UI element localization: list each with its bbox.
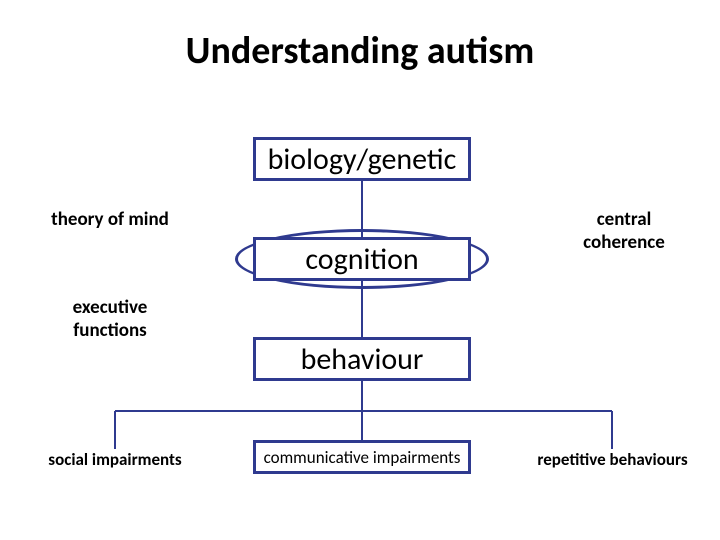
theory-of-mind-label: theory of mind — [30, 208, 190, 231]
behaviour-box-label: behaviour — [301, 341, 424, 378]
communicative-box: communicative impairments — [253, 440, 471, 474]
central-coherence-label: centralcoherence — [544, 208, 704, 254]
repetitive-behaviours-label: repetitive behaviours — [520, 449, 705, 470]
cognition-box-label: cognition — [305, 241, 418, 278]
biology-box-label: biology/genetic — [268, 141, 457, 178]
cognition-box: cognition — [253, 237, 471, 281]
behaviour-box: behaviour — [253, 337, 471, 381]
page-title: Understanding autism — [0, 28, 720, 74]
biology-box: biology/genetic — [253, 137, 471, 181]
social-impairments-label: social impairments — [30, 449, 200, 470]
communicative-box-label: communicative impairments — [264, 447, 461, 468]
executive-functions-label: executivefunctions — [30, 296, 190, 342]
